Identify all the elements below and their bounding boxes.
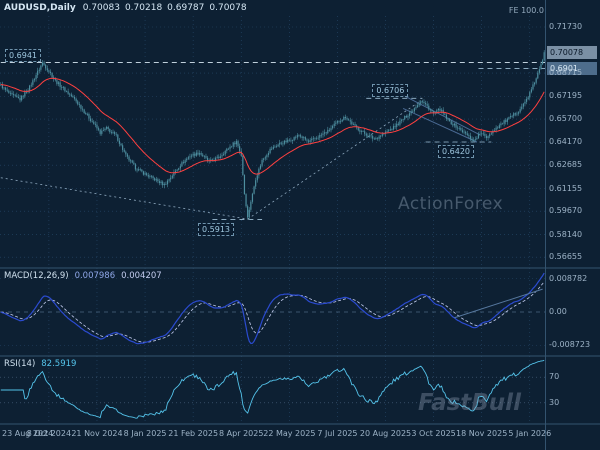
symbol-info-bar: AUDUSD,Daily 0.70083 0.70218 0.69787 0.70078 bbox=[4, 3, 252, 13]
ohlc-low: 0.69787 bbox=[167, 3, 205, 13]
rsi-name: RSI(14) bbox=[4, 359, 36, 369]
fib-expansion-label: FE 100.0 bbox=[508, 6, 544, 15]
price-level-label-6420[interactable]: 0.6420 bbox=[438, 145, 475, 158]
macd-value: 0.007986 bbox=[74, 271, 116, 281]
macd-signal-value: 0.004207 bbox=[121, 271, 162, 281]
price-level-label-6706[interactable]: 0.6706 bbox=[372, 84, 409, 98]
level-price-tag: 0.6901 bbox=[547, 62, 597, 76]
price-level-label-6941[interactable]: 0.6941 bbox=[5, 49, 41, 63]
price-level-label-5913[interactable]: 0.5913 bbox=[198, 223, 235, 237]
ohlc-high: 0.70218 bbox=[124, 3, 163, 13]
rsi-indicator-label: RSI(14) 82.5919 bbox=[4, 359, 76, 369]
ohlc-open: 0.70083 bbox=[82, 3, 120, 13]
macd-indicator-label: MACD(12,26,9) 0.007986 0.004207 bbox=[4, 271, 162, 281]
macd-name: MACD(12,26,9) bbox=[4, 271, 69, 281]
symbol-timeframe: AUDUSD,Daily bbox=[4, 3, 76, 13]
ohlc-close: 0.70078 bbox=[209, 3, 247, 13]
rsi-value: 82.5919 bbox=[41, 359, 77, 369]
current-price-tag: 0.70078 bbox=[547, 45, 597, 59]
